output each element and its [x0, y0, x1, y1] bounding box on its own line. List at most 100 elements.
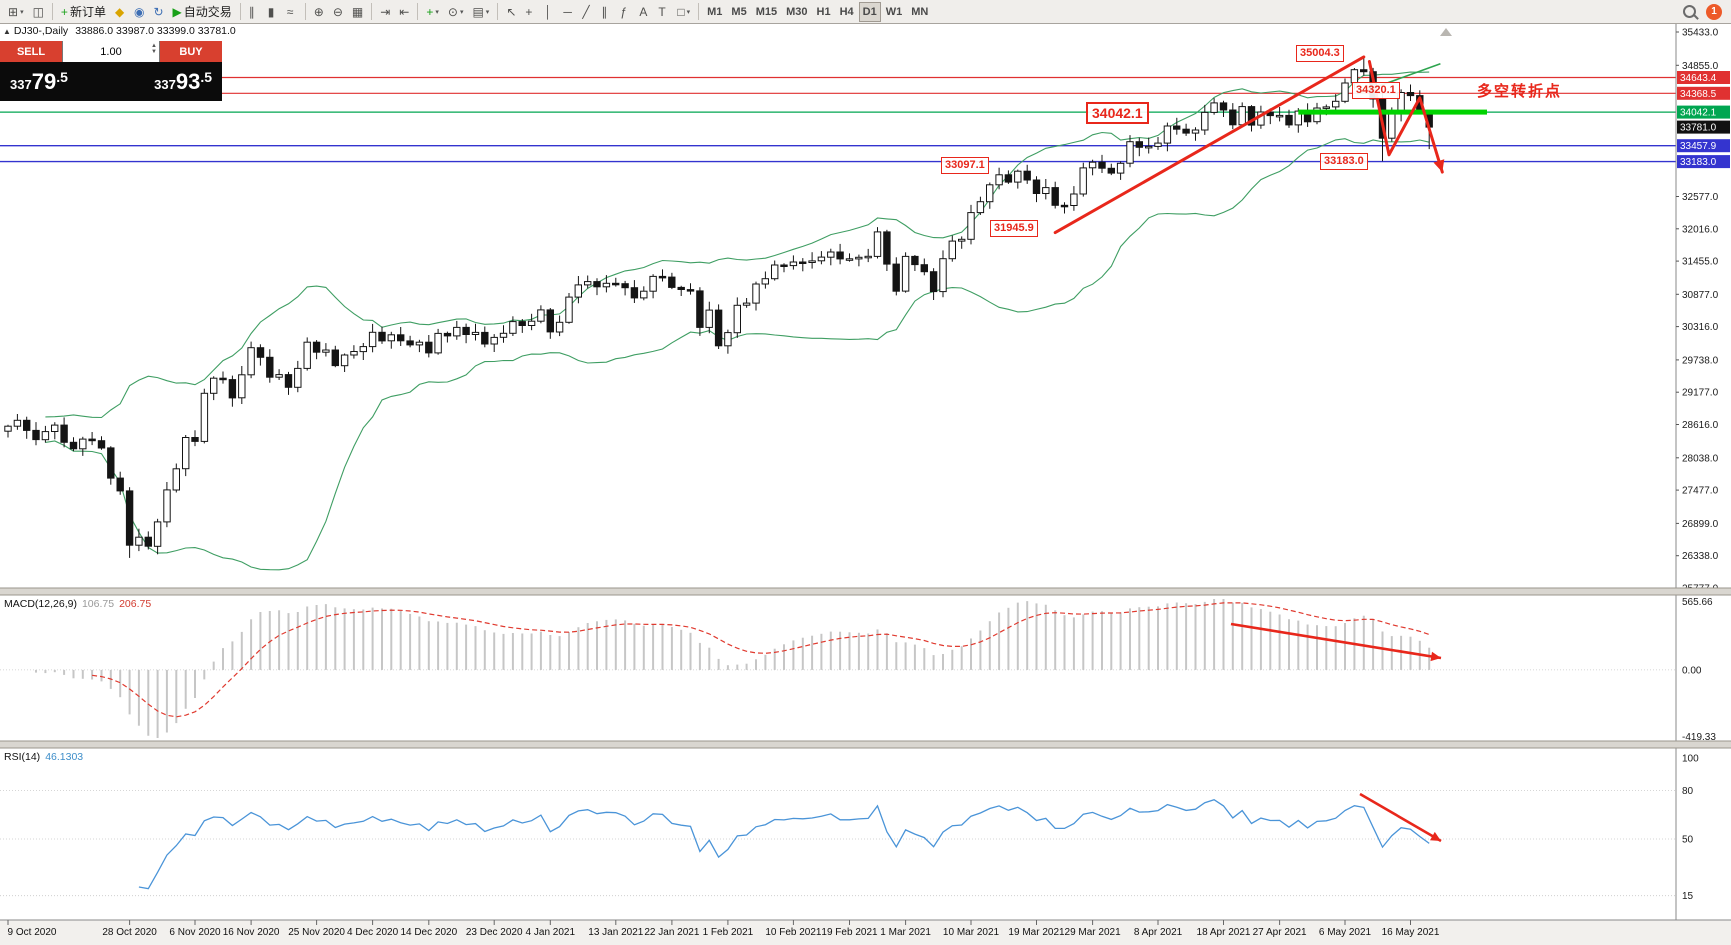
toolbar-separator	[304, 3, 306, 20]
toolbar-group-objects: + ▾ ⊙ ▾ ▤ ▾	[422, 2, 493, 22]
label-tool-icon: T	[658, 4, 666, 19]
line-chart-mode-button[interactable]: ≈	[283, 2, 301, 22]
horizontal-line-button[interactable]: ─	[559, 2, 577, 22]
tf-m5-button[interactable]: M5	[727, 2, 750, 22]
tf-d1-button[interactable]: D1	[858, 1, 881, 22]
price-annotation-box[interactable]: 33183.0	[1320, 153, 1368, 170]
price-annotation-box[interactable]: 34320.1	[1352, 82, 1400, 99]
ohlc-values: 33886.0 33987.0 33399.0 33781.0	[75, 25, 236, 37]
lot-stepper[interactable]: ▲ ▼	[151, 43, 157, 55]
label-tool-button[interactable]: T	[654, 2, 672, 22]
zoom-out-icon: ⊖	[332, 4, 343, 19]
shapes-button[interactable]: □ ▾	[673, 2, 694, 22]
price-annotation-box[interactable]: 35004.3	[1296, 45, 1344, 62]
time-axis[interactable]: 9 Oct 2020 28 Oct 2020 6 Nov 2020 16 Nov 20…	[0, 919, 1731, 945]
trend-arrows[interactable]	[1053, 55, 1445, 235]
macd-name: MACD(12,26,9)	[4, 598, 77, 610]
lot-size-input[interactable]: 1.00 ▲ ▼	[62, 41, 160, 62]
crosshair-button[interactable]: +	[521, 2, 539, 22]
support-zone-bar[interactable]	[1298, 109, 1487, 115]
chart-shift-button[interactable]: ⇤	[395, 2, 413, 22]
tf-w1-button[interactable]: W1	[882, 2, 907, 22]
tf-m15-button[interactable]: M15	[752, 2, 781, 22]
bar-chart-mode-button[interactable]: ∥	[245, 2, 263, 22]
svg-text:32577.0: 32577.0	[1682, 192, 1719, 203]
svg-text:29 Mar 2021: 29 Mar 2021	[1065, 927, 1122, 938]
new-order-button[interactable]: + 新订单	[57, 2, 110, 22]
new-order-icon: +	[60, 4, 68, 19]
price-annotation-box[interactable]: 33097.1	[941, 157, 989, 174]
svg-text:80: 80	[1682, 786, 1694, 797]
tf-m30-button[interactable]: M30	[782, 2, 811, 22]
collapse-arrow-icon[interactable]: ▲	[3, 27, 11, 36]
price-annotation-box[interactable]: 31945.9	[990, 220, 1038, 237]
svg-text:33457.9: 33457.9	[1680, 141, 1717, 152]
autotrading-icon: ▶	[172, 4, 182, 19]
zoom-in-button[interactable]: ⊕	[310, 2, 328, 22]
line-chart-mode-icon: ≈	[286, 4, 294, 19]
toolbar-separator	[239, 3, 241, 20]
tile-windows-icon: ▦	[351, 4, 364, 19]
macd-main-value: 106.75	[81, 598, 115, 610]
chart-shift-marker[interactable]	[1440, 28, 1452, 36]
auto-scroll-button[interactable]: ⇥	[376, 2, 394, 22]
stepper-up-icon[interactable]: ▲	[151, 43, 157, 49]
data-window-button[interactable]: ◉	[130, 2, 148, 22]
indicators-button[interactable]: + ▾	[422, 2, 443, 22]
tf-h4-button[interactable]: H4	[836, 2, 858, 22]
pane-splitter[interactable]	[0, 587, 1731, 596]
macd-indicator-label: MACD(12,26,9) 106.75 206.75	[4, 598, 151, 610]
rsi-value: 46.1303	[45, 751, 84, 763]
cursor-button[interactable]: ↖	[502, 2, 520, 22]
dropdown-arrow-icon: ▾	[20, 8, 24, 16]
pane-splitter[interactable]	[0, 740, 1731, 749]
zoom-out-button[interactable]: ⊖	[329, 2, 347, 22]
refresh-button[interactable]: ↻	[149, 2, 167, 22]
svg-text:28038.0: 28038.0	[1682, 453, 1719, 464]
profiles-button[interactable]: ◫	[29, 2, 48, 22]
fibonacci-icon: ƒ	[620, 4, 628, 19]
tf-m1-button[interactable]: M1	[703, 2, 726, 22]
tile-windows-button[interactable]: ▦	[348, 2, 367, 22]
buy-button[interactable]: BUY	[160, 41, 222, 62]
vertical-line-button[interactable]: │	[540, 2, 558, 22]
turning-point-label[interactable]: 多空转折点	[1477, 83, 1563, 100]
fibonacci-button[interactable]: ƒ	[616, 2, 634, 22]
svg-text:22 Jan 2021: 22 Jan 2021	[644, 927, 699, 938]
svg-text:26899.0: 26899.0	[1682, 519, 1719, 530]
candlestick-mode-button[interactable]: ▮	[264, 2, 282, 22]
macd-pane: 565.66 0.00 -419.33	[0, 597, 1716, 743]
svg-text:16 May 2021: 16 May 2021	[1382, 927, 1440, 938]
svg-text:14 Dec 2020: 14 Dec 2020	[400, 927, 457, 938]
notification-badge[interactable]: 1	[1706, 3, 1722, 20]
text-tool-button[interactable]: A	[635, 2, 653, 22]
search-icon[interactable]	[1683, 5, 1696, 18]
svg-text:15: 15	[1682, 891, 1694, 902]
symbol-period-label: DJ30-,Daily	[13, 25, 69, 37]
periods-icon: ⊙	[447, 4, 458, 19]
svg-text:6 May 2021: 6 May 2021	[1319, 927, 1372, 938]
sell-price: 33779.5	[10, 68, 68, 94]
autotrading-button[interactable]: ▶ 自动交易	[169, 2, 236, 22]
horizontal-level-lines[interactable]	[0, 76, 1676, 163]
toolbar-separator	[417, 3, 419, 20]
svg-text:32016.0: 32016.0	[1682, 224, 1719, 235]
new-chart-button[interactable]: ⊞ ▾	[4, 2, 28, 22]
periods-button[interactable]: ⊙ ▾	[444, 2, 468, 22]
sell-button[interactable]: SELL	[0, 41, 62, 62]
candlestick-mode-icon: ▮	[267, 4, 275, 19]
tf-h1-button[interactable]: H1	[813, 2, 835, 22]
chart-canvas[interactable]: 35433.0 34855.0 32577.0 32016.0 31455.0 30877…	[0, 24, 1731, 945]
stepper-down-icon[interactable]: ▼	[151, 49, 157, 55]
dropdown-arrow-icon: ▾	[686, 8, 691, 16]
equidistant-channel-button[interactable]: ∥	[597, 2, 615, 22]
svg-text:26338.0: 26338.0	[1682, 551, 1719, 562]
toolbar-group-drawing-tools: ↖ + │ ─ ╱ ∥ ƒ A T □ ▾	[502, 2, 694, 22]
trendline-button[interactable]: ╱	[578, 2, 596, 22]
dropdown-arrow-icon: ▾	[435, 8, 439, 16]
price-annotation-box[interactable]: 34042.1	[1086, 102, 1149, 124]
templates-button[interactable]: ▤ ▾	[468, 2, 493, 22]
tf-m30-label: M30	[786, 5, 808, 18]
depth-of-market-button[interactable]: ◆	[111, 2, 129, 22]
tf-mn-button[interactable]: MN	[907, 2, 932, 22]
